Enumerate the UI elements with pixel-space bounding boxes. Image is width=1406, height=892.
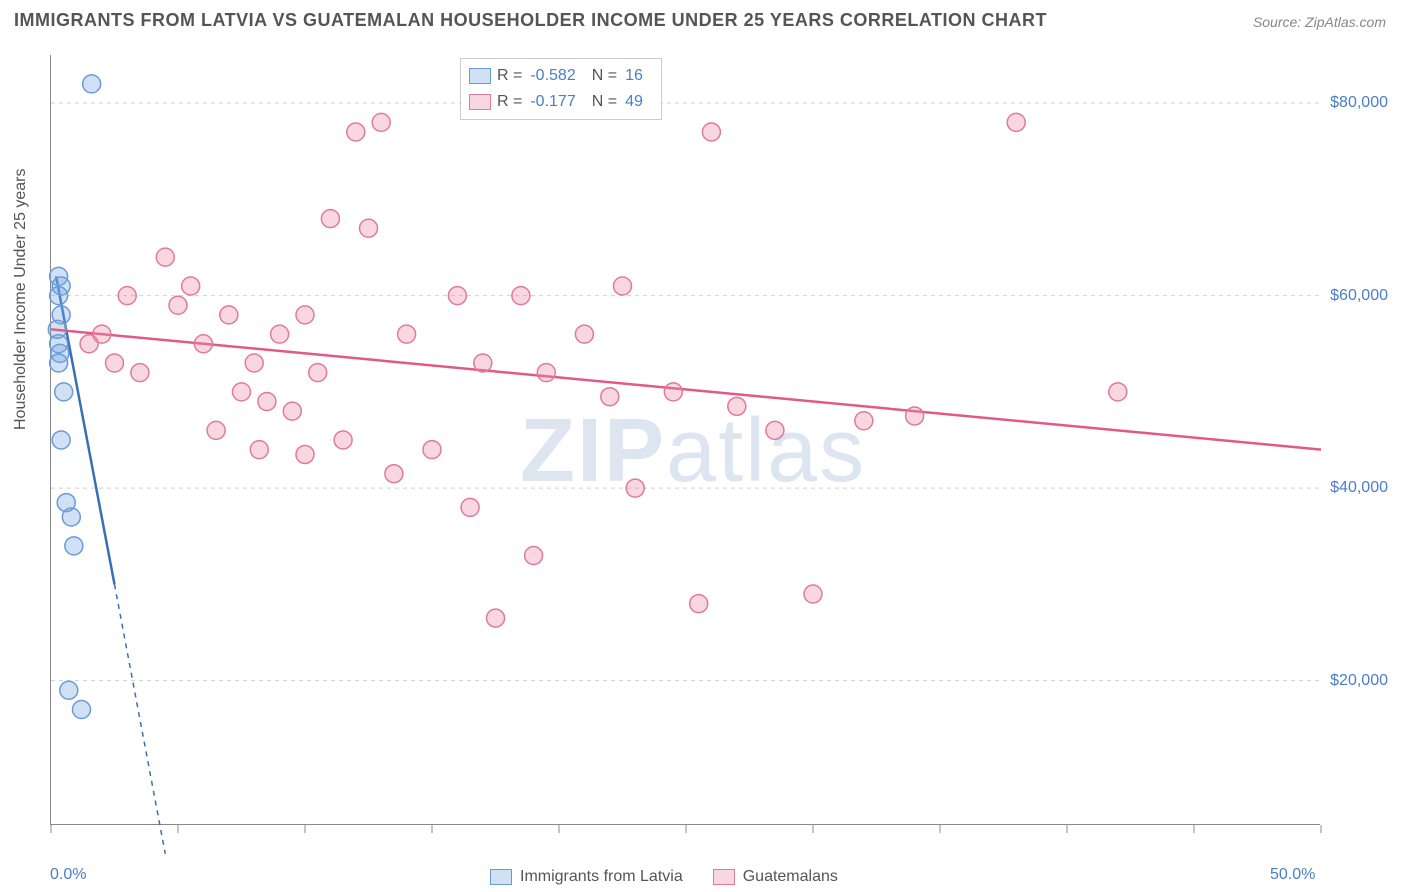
legend-item-latvia: Immigrants from Latvia — [490, 868, 683, 886]
legend-label-latvia: Immigrants from Latvia — [520, 868, 683, 886]
n-value-latvia: 16 — [625, 67, 643, 85]
chart-title: IMMIGRANTS FROM LATVIA VS GUATEMALAN HOU… — [14, 10, 1047, 31]
legend-label-guatemalans: Guatemalans — [743, 868, 838, 886]
stats-row-guatemalans: R = -0.177 N = 49 — [469, 89, 653, 115]
n-label: N = — [592, 93, 617, 111]
source-label: Source: ZipAtlas.com — [1253, 14, 1386, 30]
r-label: R = — [497, 67, 522, 85]
stats-legend: R = -0.582 N = 16 R = -0.177 N = 49 — [460, 58, 662, 120]
stats-row-latvia: R = -0.582 N = 16 — [469, 63, 653, 89]
ytick-label: $60,000 — [1330, 287, 1388, 305]
xtick-label: 50.0% — [1270, 866, 1315, 884]
swatch-latvia — [490, 869, 512, 885]
plot-area — [50, 55, 1320, 825]
swatch-guatemalans — [713, 869, 735, 885]
n-label: N = — [592, 67, 617, 85]
swatch-guatemalans — [469, 94, 491, 110]
swatch-latvia — [469, 68, 491, 84]
ytick-label: $80,000 — [1330, 94, 1388, 112]
series-legend: Immigrants from Latvia Guatemalans — [490, 868, 838, 886]
ytick-label: $40,000 — [1330, 479, 1388, 497]
r-value-latvia: -0.582 — [530, 67, 575, 85]
y-axis-label: Householder Income Under 25 years — [12, 169, 30, 430]
n-value-guatemalans: 49 — [625, 93, 643, 111]
legend-item-guatemalans: Guatemalans — [713, 868, 838, 886]
ytick-label: $20,000 — [1330, 672, 1388, 690]
chart-svg — [51, 55, 1320, 824]
r-value-guatemalans: -0.177 — [530, 93, 575, 111]
xtick-label: 0.0% — [50, 866, 86, 884]
r-label: R = — [497, 93, 522, 111]
